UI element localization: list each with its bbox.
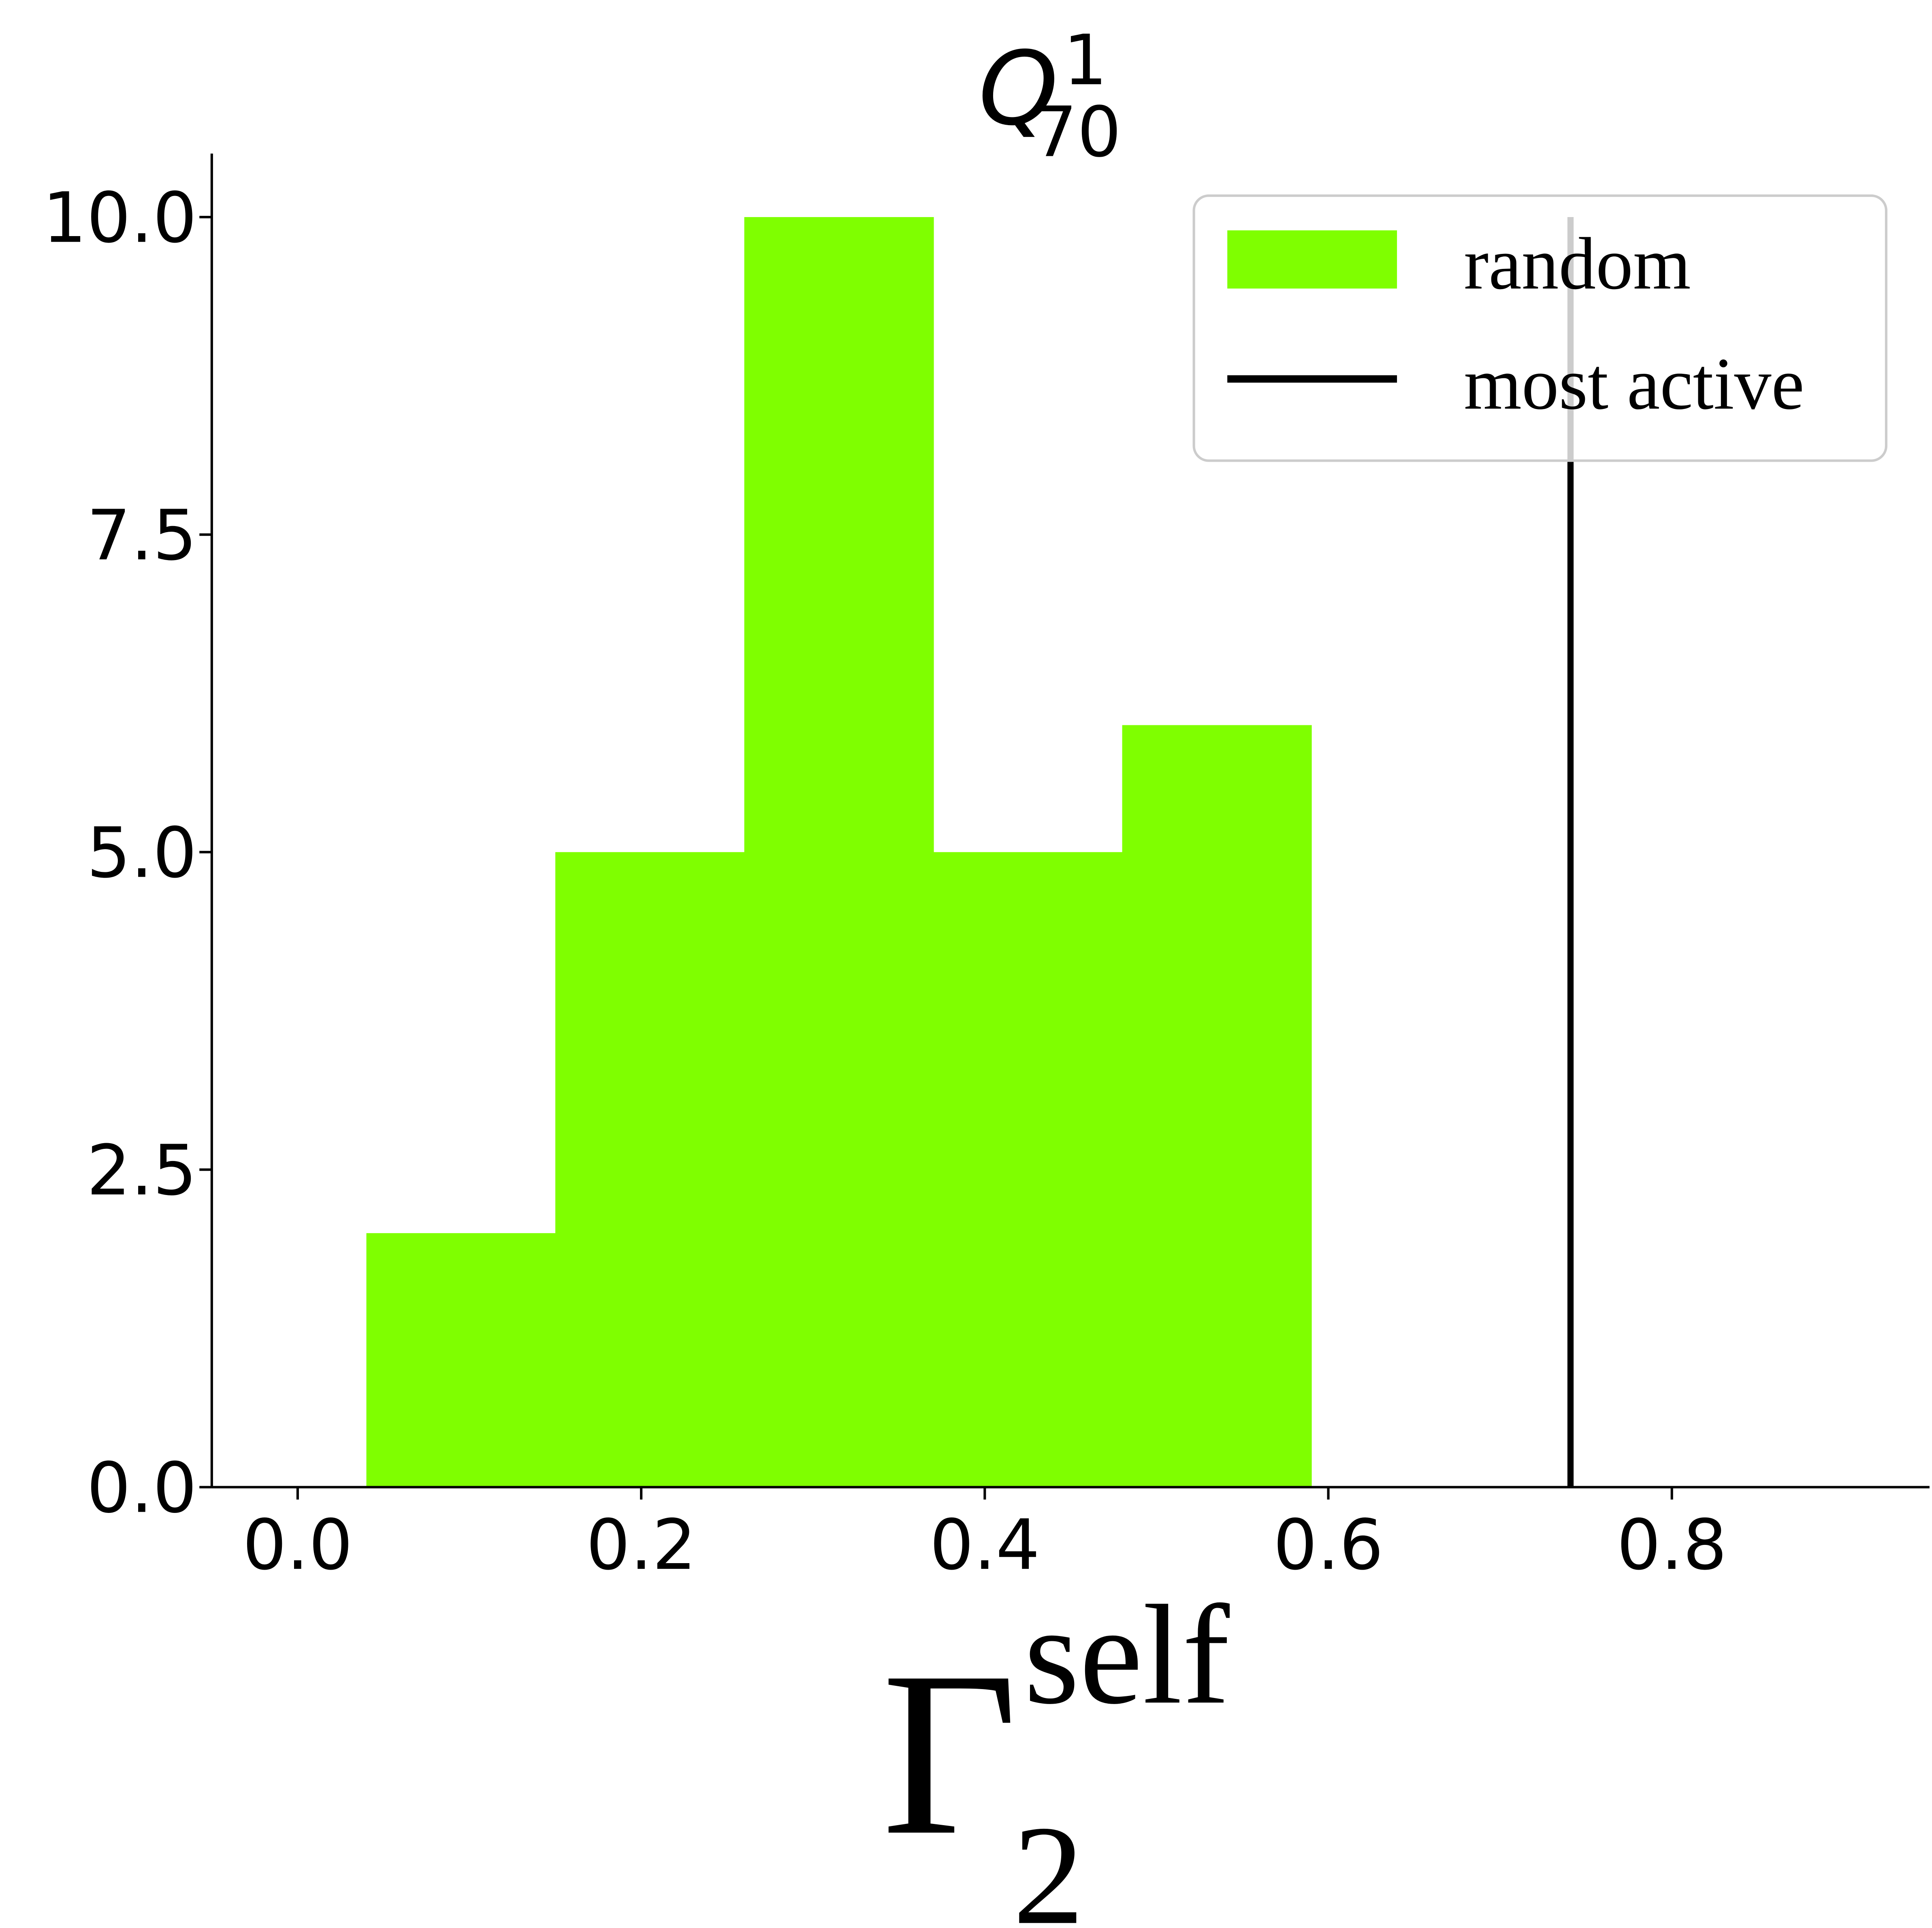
histogram-bar [744,217,934,1487]
ticks: 0.0 0.2 0.4 0.6 0.8 0.0 2.5 5.0 7.5 10.0 [43,178,1727,1585]
histogram-bars [366,217,1312,1487]
legend-swatch-random [1227,230,1397,289]
histogram-bar [366,1233,556,1487]
y-tick-label: 7.5 [87,495,197,576]
histogram-bar [555,852,745,1487]
y-tick-label: 10.0 [43,178,197,258]
legend: random most active [1192,194,1887,462]
chart-title: Q 1 70 [979,20,1122,173]
x-tick-label: 0.8 [1617,1505,1727,1585]
legend-label-random: random [1464,223,1691,305]
histogram-bar [933,852,1123,1487]
histogram-bar [1122,725,1312,1487]
x-tick-label: 0.6 [1273,1505,1383,1585]
x-tick-label: 0.4 [930,1505,1040,1585]
y-tick-label: 0.0 [87,1448,197,1529]
y-tick-label: 2.5 [87,1130,197,1211]
legend-label-most-active: most active [1464,343,1804,425]
x-tick-label: 0.0 [243,1505,353,1585]
y-tick-label: 5.0 [87,813,197,893]
x-tick-label: 0.2 [586,1505,696,1585]
axes [210,153,1930,1489]
